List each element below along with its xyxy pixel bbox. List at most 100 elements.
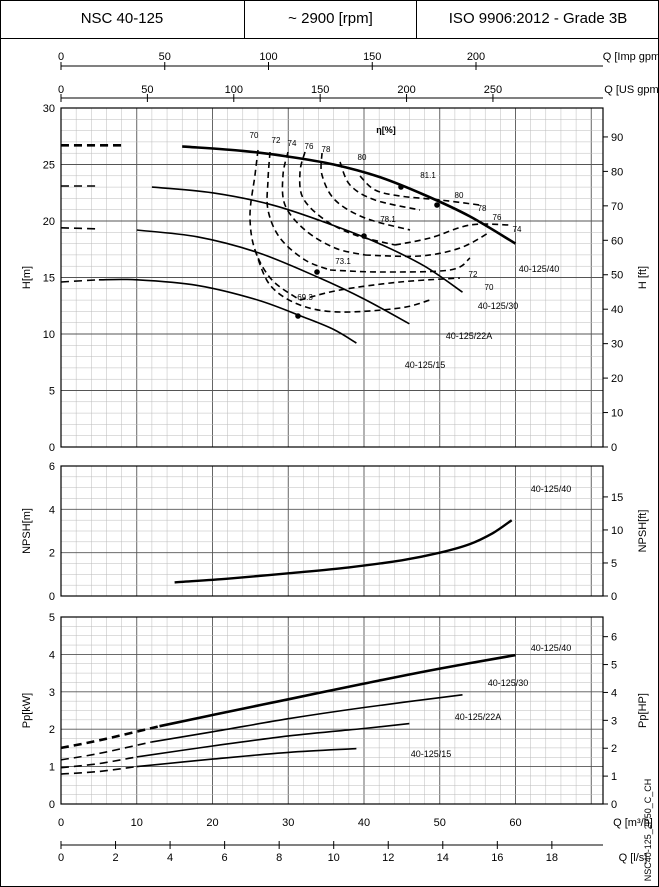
power-curve-label: 40-125/30 <box>488 678 529 688</box>
bep-marker <box>295 313 301 319</box>
npsh-curve-label: 40-125/40 <box>531 484 572 494</box>
power-curve-40-125-30 <box>151 694 463 743</box>
efficiency-line <box>320 152 411 231</box>
axis-ls-tick-label: 8 <box>276 852 282 864</box>
ytick-right-power: 0 <box>611 799 617 811</box>
axis-m3h-tick-label: 40 <box>358 817 370 829</box>
ytick-left-npsh: 2 <box>49 548 55 560</box>
ytick-right-npsh: 15 <box>611 492 623 504</box>
ytick-right-power: 5 <box>611 660 617 672</box>
ytick-left-head: 5 <box>49 386 55 398</box>
ylabel-right-power: Pp[HP] <box>637 693 649 728</box>
power-curve-label: 40-125/22A <box>455 712 502 722</box>
axis-m3h-tick-label: 20 <box>206 817 218 829</box>
efficiency-line <box>329 257 471 273</box>
efficiency-label: 80 <box>358 153 367 162</box>
efficiency-label: 73.1 <box>335 257 351 266</box>
efficiency-line <box>394 223 511 246</box>
axis-ls-tick-label: 10 <box>328 852 340 864</box>
efficiency-line <box>266 151 331 271</box>
efficiency-label: 72 <box>272 136 281 145</box>
axis-imp-gpm-tick-label: 200 <box>467 51 485 63</box>
ytick-left-power: 4 <box>49 649 55 661</box>
pump-speed: ~ 2900 [rpm] <box>245 0 417 38</box>
bep-marker <box>434 202 440 208</box>
efficiency-line <box>249 149 301 301</box>
ytick-right-power: 6 <box>611 632 617 644</box>
axis-m3h-tick-label: 50 <box>434 817 446 829</box>
efficiency-label: 76 <box>305 142 314 151</box>
axis-us-gpm-tick-label: 100 <box>225 84 243 96</box>
ytick-left-power: 5 <box>49 612 55 624</box>
ylabel-left-npsh: NPSH[m] <box>21 508 33 554</box>
power-curve-label: 40-125/15 <box>411 749 452 759</box>
efficiency-label: 74 <box>513 225 522 234</box>
axis-imp-gpm-tick-label: 0 <box>58 51 64 63</box>
ytick-left-head: 25 <box>43 160 55 172</box>
efficiency-label: 74 <box>288 139 297 148</box>
power-curve-40-125-22A-dashed <box>60 756 137 769</box>
power-curve-40-125-15 <box>136 747 357 768</box>
efficiency-label: 81.1 <box>420 171 436 180</box>
ytick-left-power: 0 <box>49 799 55 811</box>
head-curve-40-125-40 <box>182 145 517 245</box>
ytick-right-head: 10 <box>611 408 623 420</box>
efficiency-label: 72 <box>469 270 478 279</box>
efficiency-line <box>298 151 396 246</box>
head-curve-40-125-30 <box>151 186 463 293</box>
axis-ls-tick-label: 18 <box>546 852 558 864</box>
efficiency-label: 69.3 <box>297 293 313 302</box>
head-curve-label: 40-125/22A <box>446 331 493 341</box>
efficiency-label: 70 <box>250 131 259 140</box>
efficiency-line <box>359 175 481 206</box>
ytick-right-head: 0 <box>611 442 617 454</box>
bep-marker <box>398 184 404 190</box>
bep-marker <box>314 269 320 275</box>
axis-ls-tick-label: 0 <box>58 852 64 864</box>
ytick-left-power: 3 <box>49 687 55 699</box>
efficiency-label: 80 <box>455 191 464 200</box>
ytick-left-head: 30 <box>43 103 55 115</box>
ylabel-right-npsh: NPSH[ft] <box>637 510 649 553</box>
footer-code: NSC40-125_2P50_C_CH <box>643 779 653 882</box>
ytick-right-power: 2 <box>611 743 617 755</box>
axis-imp-gpm-label: Q [Imp gpm] <box>603 51 659 63</box>
axis-us-gpm-tick-label: 150 <box>311 84 329 96</box>
ytick-right-head: 70 <box>611 201 623 213</box>
ytick-left-head: 10 <box>43 329 55 341</box>
ytick-right-head: 50 <box>611 270 623 282</box>
axis-ls-label: Q [l/s] <box>619 852 648 864</box>
efficiency-label: 78 <box>478 204 487 213</box>
axis-m3h-tick-label: 10 <box>131 817 143 829</box>
ylabel-left-head: H[m] <box>21 266 33 289</box>
efficiency-label: 70 <box>485 283 494 292</box>
efficiency-line <box>339 161 421 211</box>
axis-ls-tick-label: 12 <box>382 852 394 864</box>
ytick-right-head: 20 <box>611 373 623 385</box>
head-curve-label: 40-125/30 <box>478 301 519 311</box>
ytick-left-head: 15 <box>43 273 55 285</box>
frame-npsh <box>60 465 604 597</box>
grid-npsh <box>60 465 603 597</box>
head-curve-40-125-22A-dashed <box>60 227 99 230</box>
test-standard: ISO 9906:2012 - Grade 3B <box>448 10 628 27</box>
ytick-left-power: 2 <box>49 724 55 736</box>
ytick-left-npsh: 4 <box>49 504 55 516</box>
ytick-right-power: 1 <box>611 771 617 783</box>
efficiency-title: η[%] <box>376 125 396 135</box>
power-curve-40-125-40-dashed <box>60 724 160 750</box>
power-curve-40-125-40 <box>159 653 516 728</box>
grid-power <box>60 616 603 805</box>
head-curve-40-125-15-dashed <box>60 279 99 283</box>
grid-head <box>60 107 603 448</box>
efficiency-label: 78.1 <box>380 215 396 224</box>
frame-head <box>60 107 604 448</box>
axis-us-gpm-label: Q [US gpm] <box>604 84 659 96</box>
ytick-left-head: 0 <box>49 442 55 454</box>
axis-ls-tick-label: 4 <box>167 852 173 864</box>
efficiency-label: 76 <box>493 213 502 222</box>
axis-imp-gpm-tick-label: 50 <box>159 51 171 63</box>
pump-model: NSC 40-125 <box>0 0 245 38</box>
